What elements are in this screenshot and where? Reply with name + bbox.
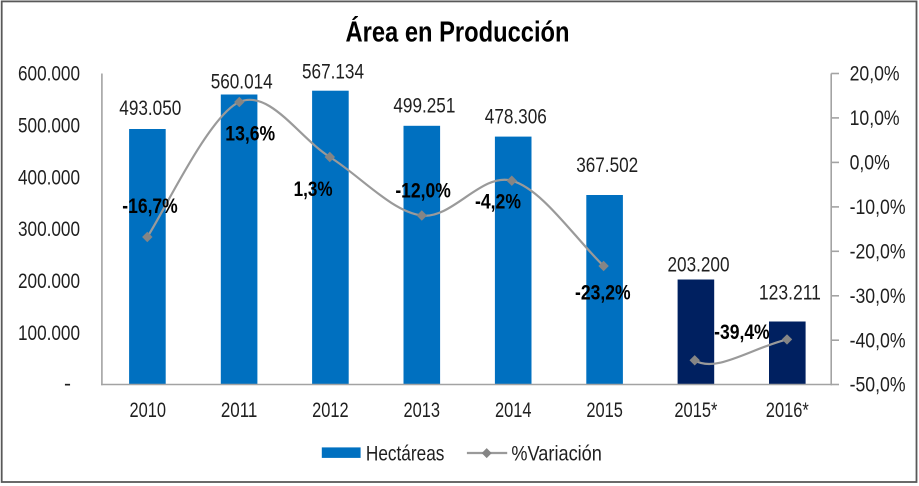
svg-text:2015: 2015 xyxy=(586,399,623,422)
svg-text:1,3%: 1,3% xyxy=(294,178,333,201)
svg-text:500.000: 500.000 xyxy=(18,115,80,138)
svg-text:-16,7%: -16,7% xyxy=(122,195,178,218)
svg-text:0,0%: 0,0% xyxy=(850,152,890,175)
svg-text:20,0%: 20,0% xyxy=(850,63,900,86)
svg-text:123.211: 123.211 xyxy=(759,281,821,304)
svg-text:493.050: 493.050 xyxy=(119,97,181,120)
svg-text:13,6%: 13,6% xyxy=(225,123,275,146)
svg-text:-40,0%: -40,0% xyxy=(850,329,906,352)
svg-text:2013: 2013 xyxy=(404,399,441,422)
svg-text:100.000: 100.000 xyxy=(18,322,80,345)
svg-text:-12,0%: -12,0% xyxy=(395,180,451,203)
svg-text:-30,0%: -30,0% xyxy=(850,285,906,308)
svg-text:-23,2%: -23,2% xyxy=(575,282,631,305)
svg-text:203.200: 203.200 xyxy=(668,254,730,277)
svg-text:300.000: 300.000 xyxy=(18,218,80,241)
svg-text:-: - xyxy=(64,373,71,396)
svg-text:2015*: 2015* xyxy=(674,399,717,422)
svg-text:-39,4%: -39,4% xyxy=(714,321,770,344)
svg-text:400.000: 400.000 xyxy=(18,166,80,189)
svg-text:10,0%: 10,0% xyxy=(850,107,900,130)
svg-text:Área en Producción: Área en Producción xyxy=(346,17,570,49)
svg-text:560.014: 560.014 xyxy=(211,70,273,93)
svg-text:-4,2%: -4,2% xyxy=(475,191,521,214)
svg-text:2010: 2010 xyxy=(129,399,166,422)
svg-text:-50,0%: -50,0% xyxy=(850,374,906,397)
svg-text:2014: 2014 xyxy=(495,399,532,422)
svg-text:499.251: 499.251 xyxy=(393,95,455,118)
svg-text:600.000: 600.000 xyxy=(18,63,80,86)
svg-text:200.000: 200.000 xyxy=(18,270,80,293)
svg-text:2011: 2011 xyxy=(221,399,258,422)
svg-text:Hectáreas: Hectáreas xyxy=(366,442,445,465)
svg-text:-10,0%: -10,0% xyxy=(850,196,906,219)
svg-text:478.306: 478.306 xyxy=(485,105,547,128)
svg-text:2012: 2012 xyxy=(312,399,349,422)
svg-text:-20,0%: -20,0% xyxy=(850,240,906,263)
svg-text:367.502: 367.502 xyxy=(576,154,638,177)
svg-text:%Variación: %Variación xyxy=(511,442,602,465)
svg-text:567.134: 567.134 xyxy=(302,61,364,84)
svg-text:2016*: 2016* xyxy=(766,399,809,422)
